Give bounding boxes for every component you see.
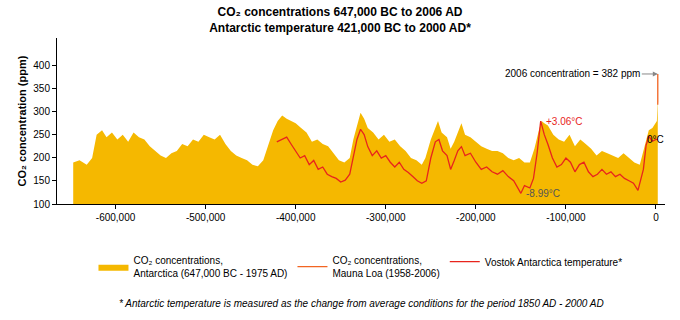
svg-text:300: 300 — [33, 106, 50, 117]
svg-text:CO₂ concentrations,Mauna Loa (: CO₂ concentrations,Mauna Loa (1958-2006) — [332, 255, 439, 279]
svg-text:CO₂ concentrations 647,000 BC: CO₂ concentrations 647,000 BC to 2006 AD… — [209, 5, 471, 35]
svg-text:+3.06°C: +3.06°C — [546, 116, 583, 127]
svg-text:-300,000: -300,000 — [366, 212, 406, 223]
svg-text:100: 100 — [33, 199, 50, 210]
svg-text:400: 400 — [33, 60, 50, 71]
svg-text:-400,000: -400,000 — [276, 212, 316, 223]
svg-text:CO₂ concentrations,Antarctica: CO₂ concentrations,Antarctica (647,000 B… — [133, 255, 287, 279]
svg-text:2006 concentration = 382 ppm: 2006 concentration = 382 ppm — [505, 68, 640, 79]
svg-text:0°C: 0°C — [647, 134, 664, 145]
svg-text:CO₂ concentration (ppm): CO₂ concentration (ppm) — [16, 55, 28, 186]
svg-text:-100,000: -100,000 — [546, 212, 586, 223]
svg-text:250: 250 — [33, 129, 50, 140]
svg-text:200: 200 — [33, 152, 50, 163]
svg-text:0: 0 — [653, 212, 659, 223]
svg-text:-500,000: -500,000 — [186, 212, 226, 223]
svg-text:-8.99°C: -8.99°C — [526, 188, 560, 199]
svg-text:150: 150 — [33, 175, 50, 186]
svg-text:* Antarctic temperature is mea: * Antarctic temperature is measured as t… — [119, 298, 604, 309]
svg-text:350: 350 — [33, 83, 50, 94]
svg-text:-200,000: -200,000 — [456, 212, 496, 223]
svg-text:-600,000: -600,000 — [96, 212, 136, 223]
svg-text:Vostok Antarctica temperature*: Vostok Antarctica temperature* — [485, 257, 622, 268]
